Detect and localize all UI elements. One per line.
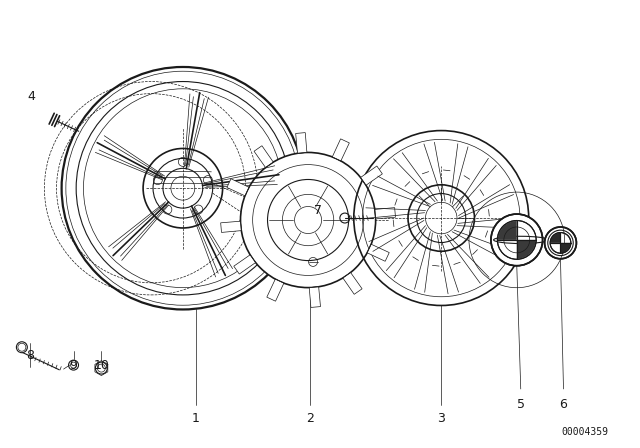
Ellipse shape: [491, 214, 543, 266]
Polygon shape: [375, 207, 396, 219]
Polygon shape: [296, 133, 307, 153]
Circle shape: [241, 152, 376, 288]
Wedge shape: [498, 221, 516, 240]
Text: 1: 1: [192, 412, 200, 425]
Text: 00004359: 00004359: [561, 426, 608, 437]
Text: 8: 8: [26, 349, 34, 362]
Wedge shape: [561, 243, 570, 253]
Polygon shape: [343, 272, 362, 294]
Polygon shape: [367, 244, 389, 261]
Text: 9: 9: [70, 358, 77, 372]
Text: 7: 7: [314, 203, 322, 216]
Wedge shape: [550, 233, 561, 243]
Polygon shape: [221, 221, 241, 233]
Polygon shape: [309, 287, 321, 307]
Text: 2: 2: [306, 412, 314, 425]
Circle shape: [17, 342, 28, 353]
Circle shape: [545, 227, 577, 259]
Wedge shape: [516, 240, 536, 259]
Polygon shape: [254, 146, 273, 168]
Polygon shape: [234, 255, 255, 274]
Text: 3: 3: [437, 412, 445, 425]
Polygon shape: [267, 279, 284, 301]
Polygon shape: [332, 139, 349, 161]
Polygon shape: [227, 179, 249, 196]
Circle shape: [95, 362, 108, 374]
Polygon shape: [360, 166, 382, 185]
Text: 6: 6: [559, 398, 568, 411]
Text: 4: 4: [28, 90, 36, 103]
Text: 10: 10: [93, 358, 109, 372]
Text: 5: 5: [516, 398, 525, 411]
